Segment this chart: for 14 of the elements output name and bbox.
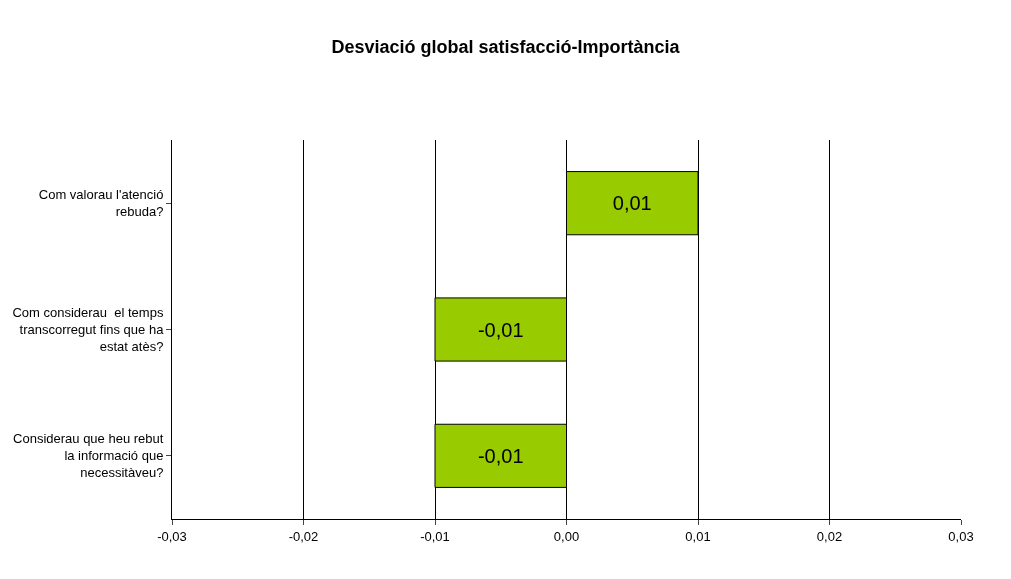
chart-title: Desviació global satisfacció-Importància <box>331 37 681 58</box>
x-tick-label: 0,01 <box>685 528 711 544</box>
x-tick-label: 0,02 <box>816 528 843 544</box>
data-label: -0,01 <box>477 444 524 467</box>
y-tick-label: Com valorau l'atenció rebuda? <box>38 187 164 220</box>
x-tick-label: -0,01 <box>420 528 450 544</box>
y-tick-label: Considerau que heu rebut la informació que necessitàveu? <box>13 431 164 481</box>
x-tick-label: -0,03 <box>157 528 187 544</box>
data-label: 0,01 <box>612 192 652 215</box>
y-tick-label: Com considerau el temps transcorregut fins que ha estat atès? <box>12 305 165 354</box>
data-label: -0,01 <box>477 318 524 341</box>
x-tick-label: -0,02 <box>288 528 319 544</box>
x-tick-label: 0,03 <box>948 528 974 544</box>
x-tick-label: 0,00 <box>553 528 580 544</box>
